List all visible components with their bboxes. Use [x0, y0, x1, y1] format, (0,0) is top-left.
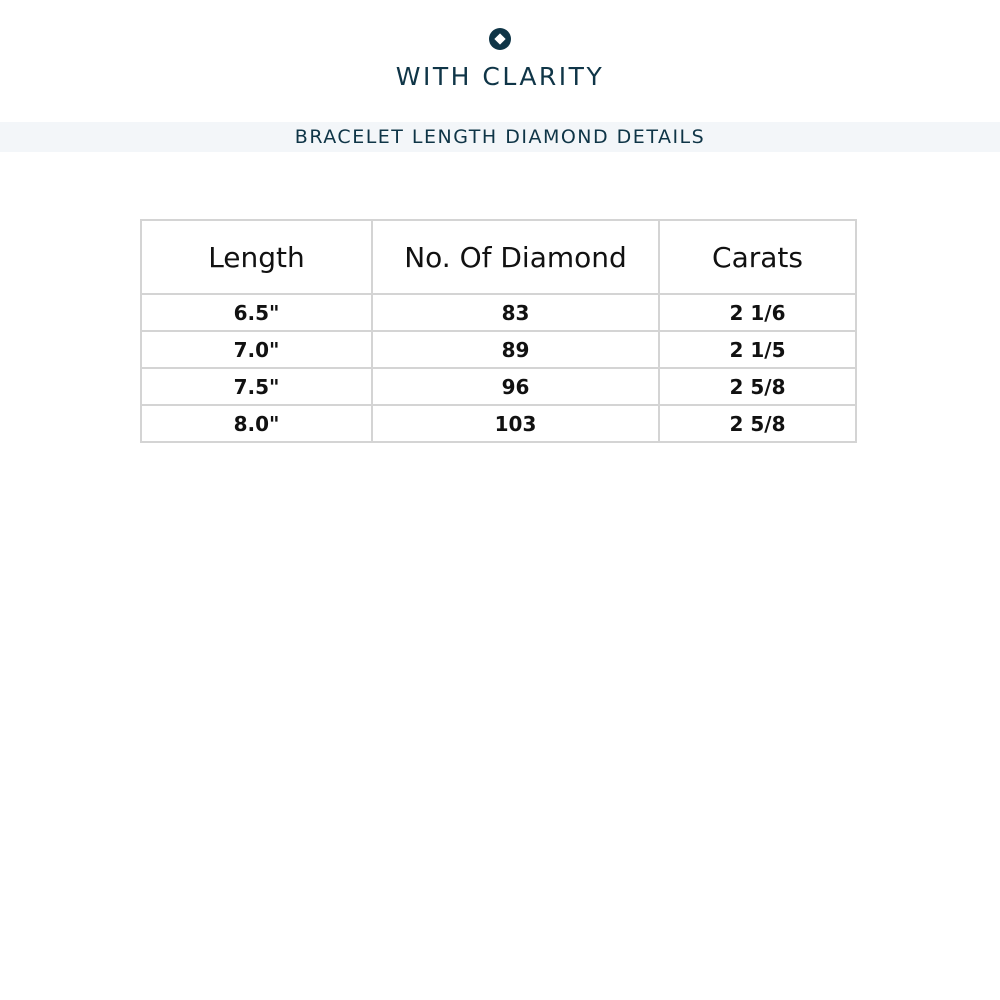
cell-diamond-count: 96: [371, 367, 660, 406]
cell-carats: 2 1/6: [658, 293, 857, 332]
cell-length: 6.5": [140, 293, 373, 332]
column-header-carats: Carats: [658, 219, 857, 295]
bracelet-details-table: Length No. Of Diamond Carats 6.5" 83 2 1/6…: [140, 219, 857, 443]
cell-carats: 2 1/5: [658, 330, 857, 369]
cell-length: 7.5": [140, 367, 373, 406]
cell-carats: 2 5/8: [658, 367, 857, 406]
table-header-row: Length No. Of Diamond Carats: [140, 219, 857, 295]
brand-logo-icon: [489, 28, 511, 50]
table-row: 8.0" 103 2 5/8: [140, 404, 857, 443]
brand-name: WITH CLARITY: [395, 62, 605, 91]
column-header-diamonds: No. Of Diamond: [371, 219, 660, 295]
table-row: 7.0" 89 2 1/5: [140, 330, 857, 369]
table-row: 6.5" 83 2 1/6: [140, 293, 857, 332]
cell-diamond-count: 89: [371, 330, 660, 369]
cell-carats: 2 5/8: [658, 404, 857, 443]
cell-length: 8.0": [140, 404, 373, 443]
cell-diamond-count: 103: [371, 404, 660, 443]
section-title: BRACELET LENGTH DIAMOND DETAILS: [0, 122, 1000, 152]
column-header-length: Length: [140, 219, 373, 295]
cell-diamond-count: 83: [371, 293, 660, 332]
cell-length: 7.0": [140, 330, 373, 369]
table-row: 7.5" 96 2 5/8: [140, 367, 857, 406]
